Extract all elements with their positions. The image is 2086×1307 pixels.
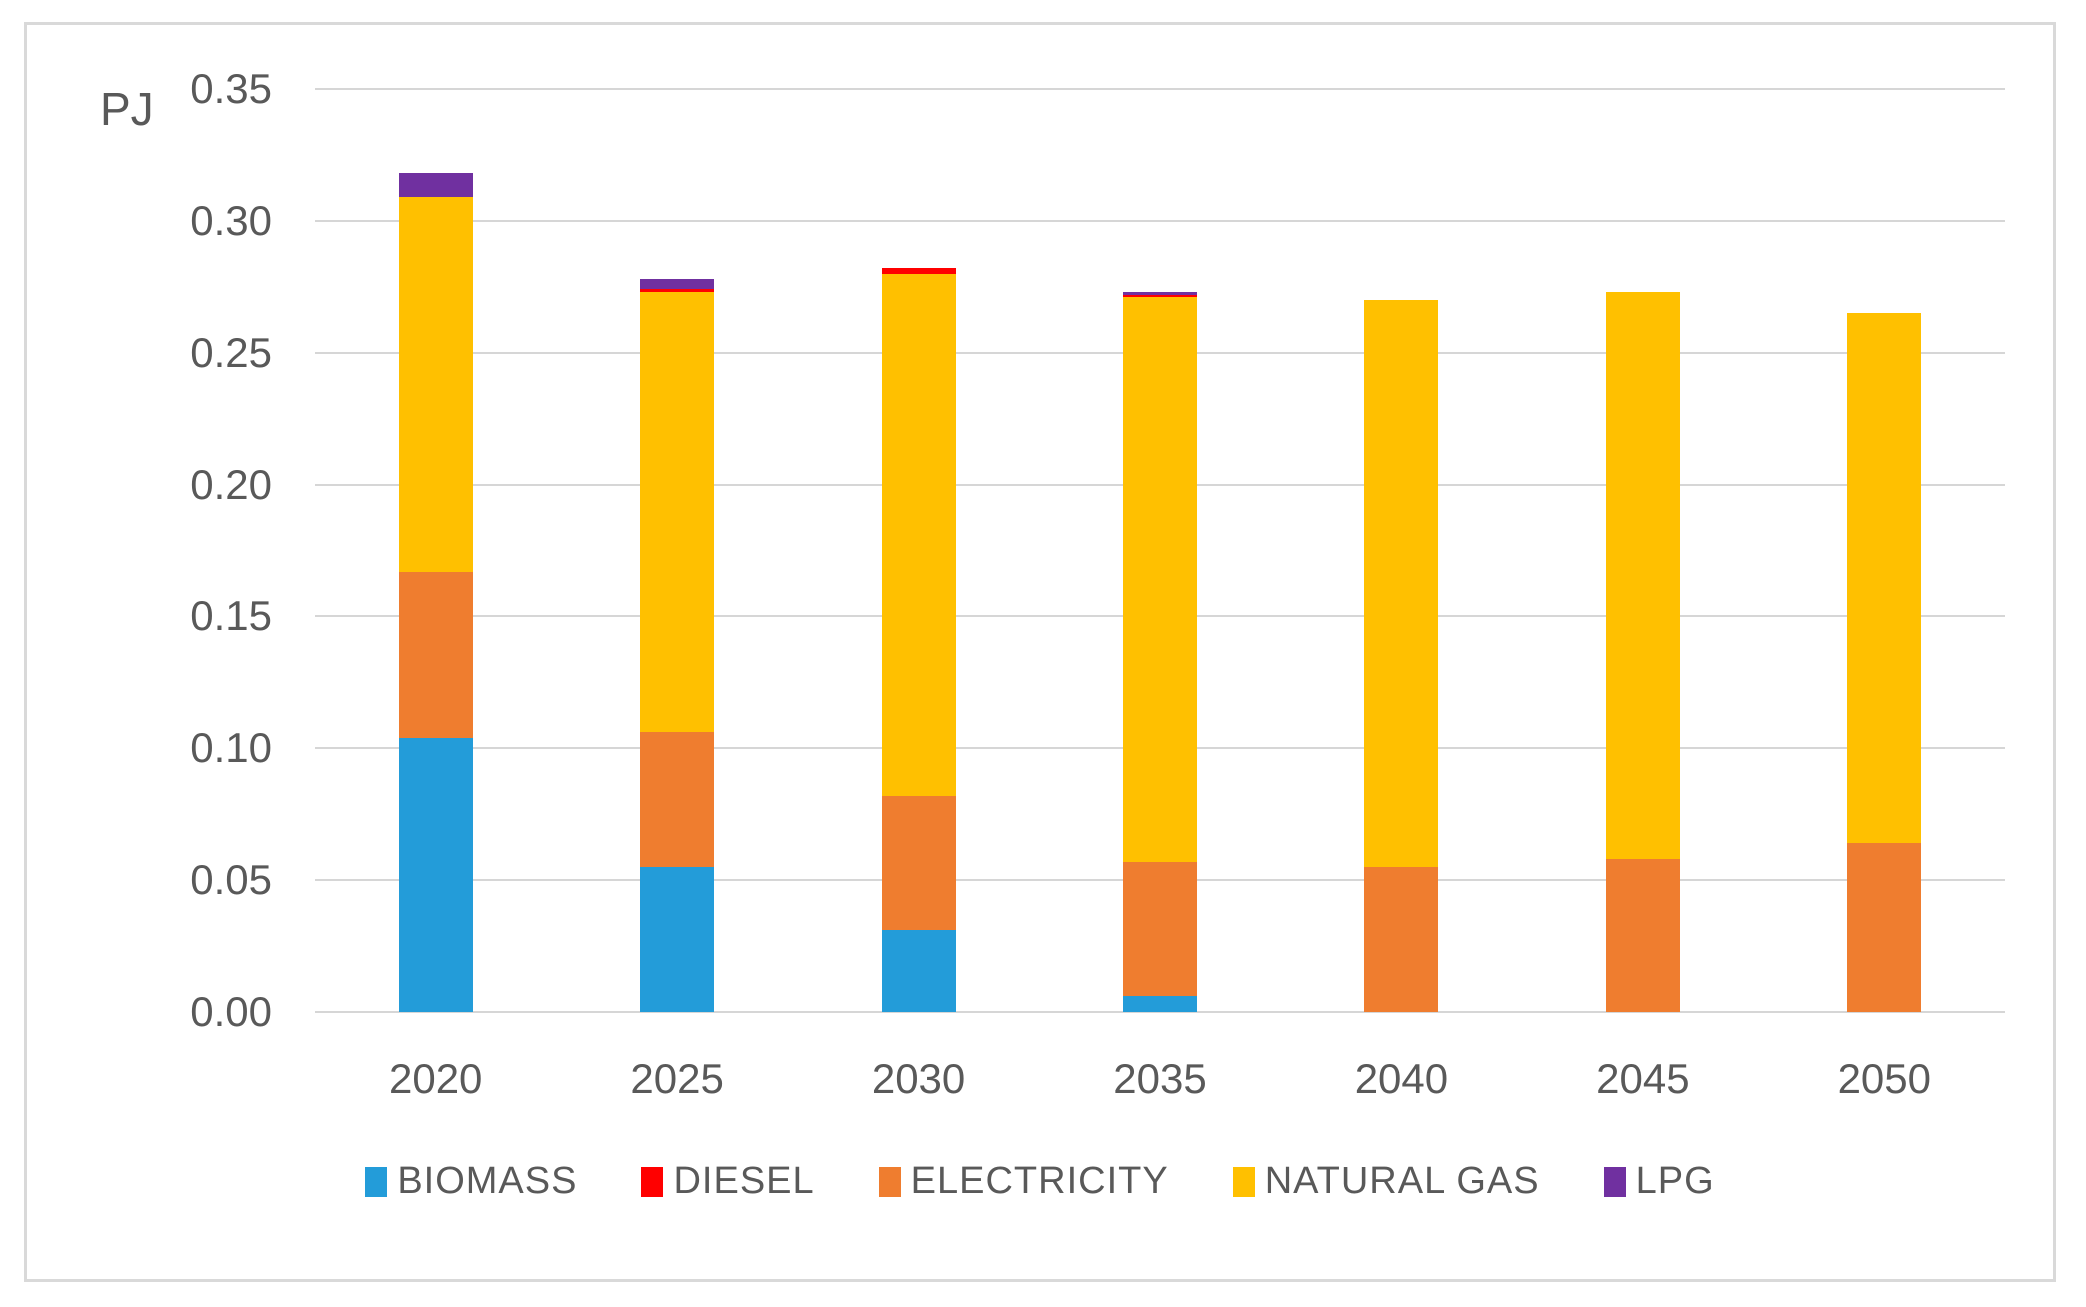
legend-swatch-icon [1232,1166,1255,1197]
bar-segment-natural-gas [1364,299,1439,867]
bar-segment-electricity [881,795,956,931]
legend-item-biomass: BIOMASS [365,1160,577,1203]
x-tick-label: 2035 [1113,1055,1207,1102]
y-axis-unit-label: PJ [100,83,154,135]
legend-swatch-icon [641,1166,664,1197]
bar-segment-electricity [1847,843,1922,1012]
bar-segment-electricity [1123,861,1197,997]
y-tick-label: 0.35 [190,65,272,112]
bar-segment-lpg [640,278,715,290]
legend-item-diesel: DIESEL [641,1160,814,1203]
bar-segment-lpg [1123,292,1197,295]
bar-segment-biomass [398,737,473,1012]
y-tick-label: 0.30 [190,196,272,244]
bar-segment-biomass [640,866,715,1012]
legend-label: LPG [1635,1160,1715,1202]
bar-segment-natural-gas [398,197,473,572]
bar-segment-electricity [1605,859,1680,1012]
bar-segment-natural-gas [640,292,715,733]
x-tick-label: 2045 [1596,1055,1690,1102]
y-tick-label: 0.20 [190,460,272,508]
bar-segment-diesel [640,289,715,293]
bar-segment-electricity [1364,866,1439,1012]
bar-segment-natural-gas [881,273,956,796]
y-tick-label: 0.15 [190,592,272,640]
chart-frame [24,22,2056,1282]
bar-segment-biomass [1123,996,1197,1012]
x-tick-label: 2020 [388,1055,483,1102]
bar-segment-diesel [881,268,956,274]
y-tick-label: 0.05 [190,856,272,904]
bar-segment-biomass [881,930,956,1012]
legend-label: NATURAL GAS [1264,1160,1540,1202]
legend-label: ELECTRICITY [910,1160,1169,1202]
y-tick-label: 0.10 [190,724,272,772]
bar-segment-natural-gas [1123,297,1197,862]
gridline [315,219,2005,222]
x-tick-label: 2050 [1837,1055,1931,1102]
bar-segment-diesel [1123,294,1197,298]
legend-label: BIOMASS [397,1160,578,1202]
legend-swatch-icon [878,1166,901,1197]
bar-segment-lpg [398,173,473,198]
legend-swatch-icon [1603,1166,1626,1197]
y-tick-label: 0.25 [190,328,272,376]
gridline [315,88,2005,90]
legend: BIOMASS DIESEL ELECTRICITY NATURAL GAS LPG [24,1160,2056,1203]
bar-segment-electricity [640,732,715,867]
legend-swatch-icon [365,1166,388,1197]
bar-segment-electricity [398,571,473,738]
legend-item-natural-gas: NATURAL GAS [1232,1160,1540,1203]
x-tick-label: 2040 [1354,1055,1449,1102]
legend-item-electricity: ELECTRICITY [878,1160,1169,1203]
x-tick-label: 2030 [871,1055,966,1102]
bar-segment-natural-gas [1605,292,1680,860]
x-tick-label: 2025 [630,1055,724,1102]
gridline [315,1011,2005,1013]
legend-item-lpg: LPG [1603,1160,1715,1203]
y-tick-label: 0.00 [190,988,272,1035]
bar-segment-natural-gas [1847,313,1922,844]
legend-label: DIESEL [673,1160,815,1202]
